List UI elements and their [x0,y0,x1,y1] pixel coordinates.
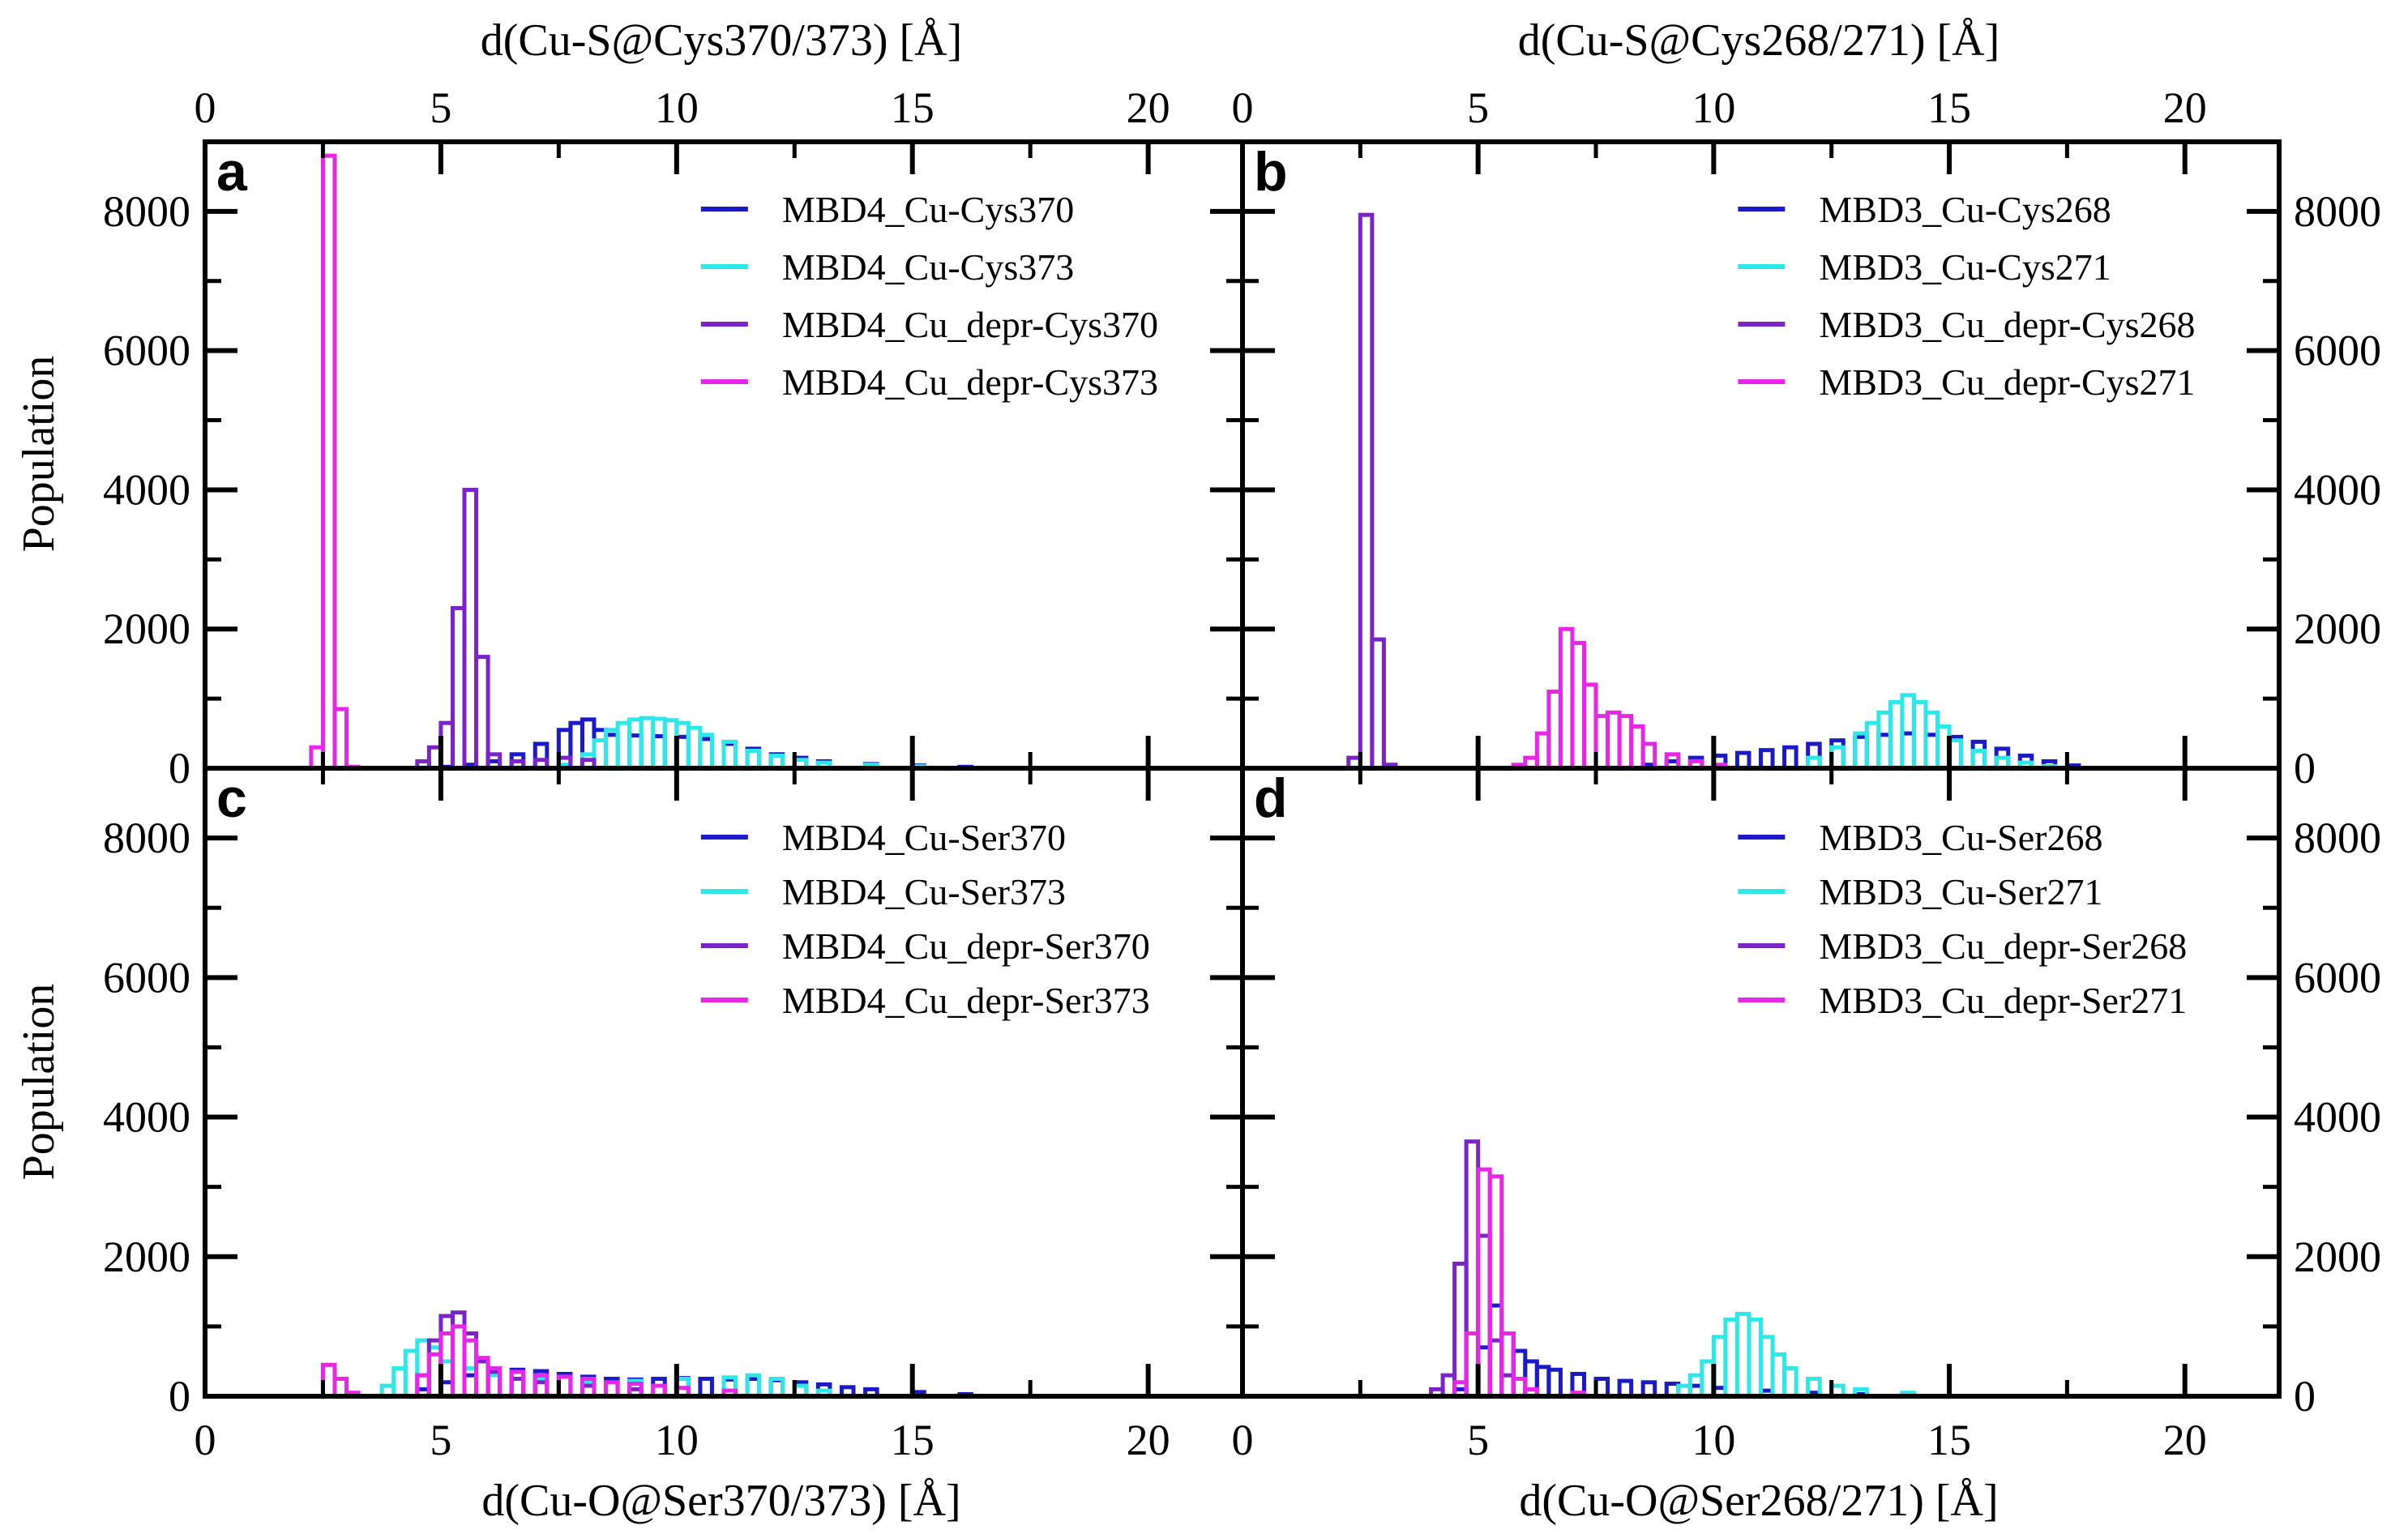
y-tick-label: 6000 [2294,327,2381,375]
x-tick-label: 15 [1927,83,1971,132]
x-tick-label: 10 [655,83,699,132]
bottom-left-axis-title: d(Cu-O@Ser370/373) [Å] [481,1476,960,1526]
legend-label: MBD3_Cu-Cys268 [1819,189,2111,230]
panels-group: 0 5 10 15 2002000400060008000aMBD4_Cu-Cys370… [103,83,2381,1464]
x-tick-label: 20 [2163,1416,2207,1464]
y-tick-label: 2000 [103,1233,190,1281]
top-left-axis-title: d(Cu-S@Cys370/373) [Å] [481,15,962,66]
x-tick-label: 20 [1127,1416,1170,1464]
panel-letter: b [1254,141,1288,203]
legend-label: MBD3_Cu_depr-Ser271 [1819,980,2187,1021]
legend-label: MBD4_Cu-Ser370 [782,817,1066,858]
y-tick-label: 0 [169,1372,190,1421]
legend-label: MBD4_Cu-Cys373 [782,246,1074,288]
y-tick-label: 8000 [2294,187,2381,236]
legend-label: MBD4_Cu_depr-Cys370 [782,304,1158,345]
x-tick-label: 5 [1467,83,1489,132]
legend-label: MBD4_Cu_depr-Ser370 [782,925,1150,967]
legend-label: MBD4_Cu-Ser373 [782,871,1066,912]
histogram-bar [474,655,490,771]
panel-c: 0 5 10 15 20 0 2000 4000 6000 8000 c MBD4_Cu-Ser370… [103,766,1245,1464]
x-tick-label: 0 [195,1416,216,1464]
legend-label: MBD3_Cu-Cys271 [1819,246,2111,288]
y-tick-label: 6000 [103,953,190,1002]
x-tick-label: 10 [655,1416,699,1464]
panel-letter: a [216,141,248,203]
x-tick-label: 0 [1232,1416,1254,1464]
legend-label: MBD4_Cu_depr-Cys373 [782,361,1158,403]
y-tick-label: 4000 [2294,1093,2381,1142]
x-tick-label: 0 [1232,83,1254,132]
x-tick-label: 20 [1127,83,1170,132]
panel-frame [203,139,1245,771]
y-tick-label: 2000 [103,605,190,653]
histogram-bar [1782,745,1799,771]
histogram-bar [1759,748,1775,771]
y-tick-label: 8000 [103,814,190,862]
panel-d: 0 5 10 15 20 0 2000 4000 6000 8000 d MBD3_Cu-Ser268… [1232,766,2381,1464]
legend-label: MBD3_Cu-Ser271 [1819,871,2102,912]
bottom-right-axis-title: d(Cu-O@Ser268/271) [Å] [1519,1476,1998,1526]
histogram-bar [509,1369,526,1399]
legend-label: MBD4_Cu_depr-Ser373 [782,980,1150,1021]
y-tick-label: 4000 [103,465,190,514]
panel-a: 0 5 10 15 20 0 2000 4000 6000 8000 a MBD4_Cu-Cys370… [103,83,1245,793]
y-tick-label: 6000 [103,327,190,375]
y-tick-label: 0 [2294,1372,2316,1421]
y-tick-label: 8000 [2294,814,2381,862]
histogram-bar [1782,1366,1799,1399]
y-axis-title-top: Population [14,356,64,553]
histogram-bar [1546,1367,1563,1399]
histogram-bar [320,153,337,771]
y-tick-label: 2000 [2294,605,2381,653]
panel-letter: c [216,767,247,829]
x-tick-label: 5 [1467,1416,1489,1464]
legend-label: MBD3_Cu-Ser268 [1819,817,2102,858]
histogram-bar [1970,749,1987,771]
y-tick-label: 4000 [2294,465,2381,514]
x-tick-label: 15 [1927,1416,1971,1464]
legend-label: MBD3_Cu_depr-Cys268 [1819,304,2195,345]
x-tick-label: 15 [891,83,935,132]
legend-label: MBD3_Cu_depr-Cys271 [1819,361,2195,403]
y-tick-label: 4000 [103,1093,190,1142]
y-tick-label: 0 [2294,744,2316,793]
y-tick-label: 2000 [2294,1233,2381,1281]
panel-frame [1240,766,2282,1399]
x-tick-label: 10 [1692,83,1735,132]
legend-label: MBD4_Cu-Cys370 [782,189,1074,230]
x-tick-label: 15 [891,1416,935,1464]
y-tick-label: 0 [169,744,190,793]
histogram-bar [332,707,349,771]
y-axis-title-bottom: Population [14,984,64,1181]
panel-frame [1240,139,2282,771]
panel-b: 0 5 10 15 20 0 2000 4000 6000 8000 b MBD3_Cu-Cys268… [1232,83,2382,793]
panel-frame [203,766,1245,1399]
histogram-bar [745,749,762,771]
panel-letter: d [1254,767,1288,829]
legend-label: MBD3_Cu_depr-Ser268 [1819,925,2187,967]
x-tick-label: 5 [430,83,451,132]
x-tick-label: 0 [195,83,216,132]
x-tick-label: 5 [430,1416,451,1464]
top-right-axis-title: d(Cu-S@Cys268/271) [Å] [1518,15,2000,66]
y-tick-label: 6000 [2294,953,2381,1002]
x-tick-label: 20 [2163,83,2207,132]
histogram-bar [698,1376,714,1399]
histogram-bar [1370,637,1386,771]
y-tick-label: 8000 [103,187,190,236]
x-tick-label: 10 [1692,1416,1735,1464]
